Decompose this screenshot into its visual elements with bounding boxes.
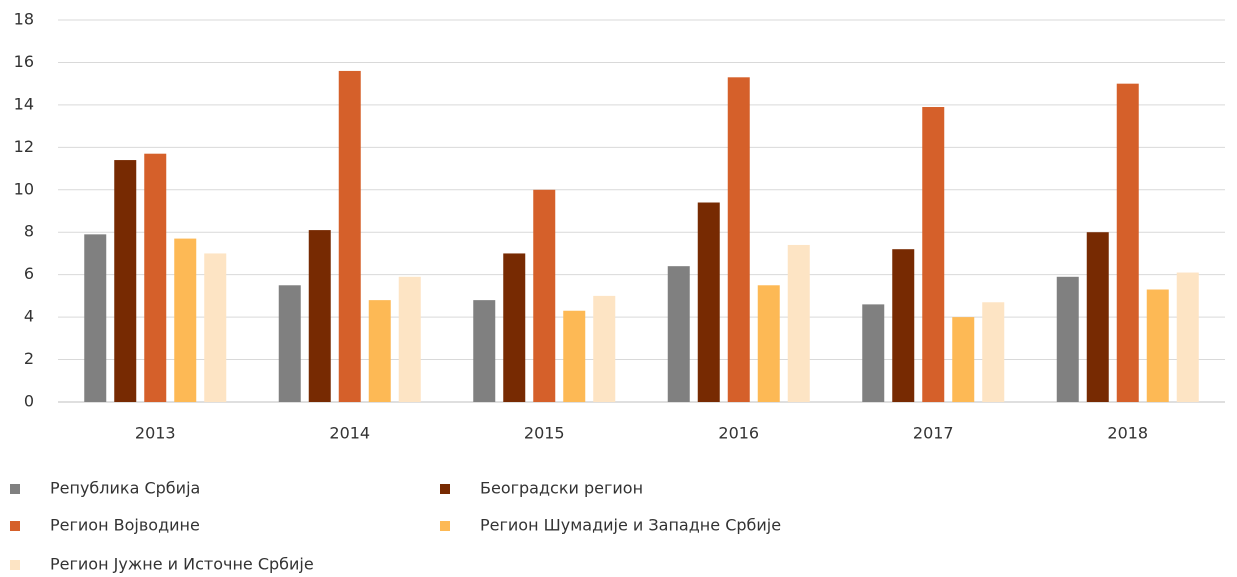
bar — [1116, 83, 1139, 403]
bar — [204, 253, 227, 402]
bar — [593, 295, 616, 402]
legend-swatch — [440, 484, 450, 494]
bar — [503, 253, 526, 402]
bar — [144, 153, 167, 402]
bar — [533, 189, 556, 402]
x-tick-label: 2013 — [135, 424, 176, 443]
y-tick-label: 18 — [14, 10, 34, 29]
bar — [278, 285, 301, 402]
bar — [697, 202, 720, 402]
bar — [892, 249, 915, 402]
legend-label: Регион Јужне и Источне Србије — [50, 555, 314, 574]
legend-label: Регион Шумадије и Западне Србије — [480, 516, 781, 535]
bar — [862, 304, 885, 402]
bar — [1086, 232, 1109, 402]
x-tick-label: 2017 — [913, 424, 954, 443]
bar — [308, 230, 331, 402]
bar — [398, 276, 421, 402]
bar — [922, 107, 945, 402]
y-tick-label: 6 — [24, 264, 34, 283]
bar — [563, 310, 586, 402]
bar — [952, 317, 975, 402]
legend-swatch — [10, 560, 20, 570]
bar — [1146, 289, 1169, 402]
legend-swatch — [10, 521, 20, 531]
bar — [982, 302, 1005, 402]
y-tick-label: 0 — [24, 392, 34, 411]
bar — [114, 160, 137, 402]
bar — [473, 300, 496, 402]
bar — [368, 300, 391, 402]
bar — [84, 234, 107, 402]
y-tick-label: 16 — [14, 52, 34, 71]
bar — [1056, 276, 1079, 402]
y-tick-label: 14 — [14, 94, 34, 113]
y-tick-label: 2 — [24, 349, 34, 368]
x-tick-label: 2016 — [718, 424, 759, 443]
y-tick-label: 4 — [24, 307, 34, 326]
bar — [1176, 272, 1199, 402]
bar — [787, 244, 810, 402]
y-tick-label: 10 — [14, 179, 34, 198]
x-tick-label: 2014 — [329, 424, 370, 443]
bar — [338, 70, 361, 402]
legend-label: Република Србија — [50, 479, 200, 498]
x-tick-label: 2015 — [524, 424, 565, 443]
bar — [727, 77, 750, 403]
x-tick-label: 2018 — [1107, 424, 1148, 443]
legend-label: Београдски регион — [480, 479, 643, 498]
legend-label: Регион Војводине — [50, 516, 200, 535]
bar — [174, 238, 197, 402]
legend-swatch — [10, 484, 20, 494]
bar — [757, 285, 780, 402]
bar — [667, 266, 690, 402]
y-tick-label: 12 — [14, 137, 34, 156]
legend-swatch — [440, 521, 450, 531]
y-tick-label: 8 — [24, 222, 34, 241]
